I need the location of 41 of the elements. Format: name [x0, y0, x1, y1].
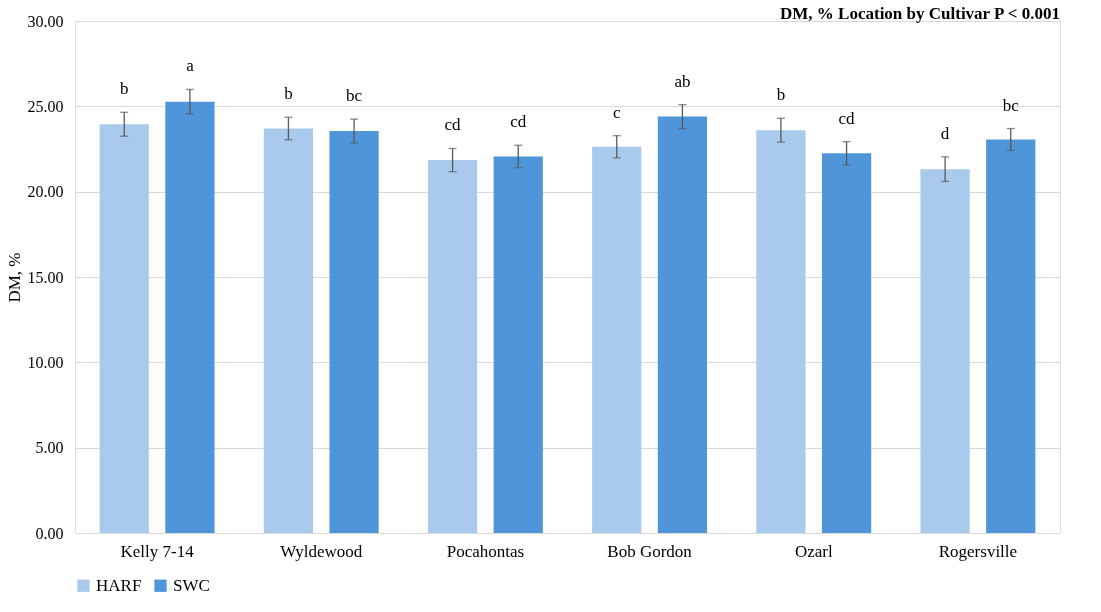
data-label: bc	[1002, 95, 1020, 115]
data-label: c	[612, 102, 621, 122]
data-label: ab	[674, 71, 691, 91]
y-tick-label: 20.00	[27, 183, 64, 201]
y-tick-label: 30.00	[27, 12, 64, 30]
data-label: d	[940, 123, 950, 143]
x-tick-label: Kelly 7-14	[120, 541, 195, 561]
y-axis-title: DM, %	[4, 252, 24, 303]
bar	[165, 101, 215, 533]
bar	[592, 146, 642, 533]
y-tick-label: 25.00	[27, 97, 64, 115]
data-label: b	[120, 79, 129, 99]
x-tick-label: Ozarl	[794, 541, 833, 561]
data-label: cd	[838, 108, 856, 128]
y-tick-label: 5.00	[35, 439, 64, 457]
data-label: b	[284, 84, 293, 104]
data-label: b	[776, 85, 786, 105]
bar	[756, 130, 806, 533]
x-tick-label: Bob Gordon	[607, 541, 693, 561]
bar	[427, 160, 478, 533]
bar	[920, 169, 970, 533]
y-tick-label: 10.00	[27, 353, 64, 371]
data-label: cd	[444, 115, 462, 135]
data-label: a	[186, 56, 195, 76]
y-tick-label: 15.00	[27, 268, 64, 286]
bar	[99, 124, 149, 533]
x-tick-label: Wyldewood	[280, 541, 363, 561]
bar	[493, 156, 543, 533]
data-label: bc	[346, 86, 363, 106]
legend-label: SWC	[173, 575, 210, 595]
data-label: cd	[510, 112, 527, 132]
bar	[657, 116, 708, 533]
bar	[329, 131, 379, 533]
x-tick-label: Rogersville	[938, 541, 1018, 561]
bar	[821, 153, 872, 533]
chart-title: DM, % Location by Cultivar P < 0.001	[780, 4, 1060, 23]
bar	[263, 128, 314, 533]
y-tick-label: 0.00	[35, 524, 64, 542]
x-tick-label: Pocahontas	[446, 541, 525, 561]
legend-label: HARF	[96, 575, 142, 595]
bar	[986, 139, 1036, 533]
